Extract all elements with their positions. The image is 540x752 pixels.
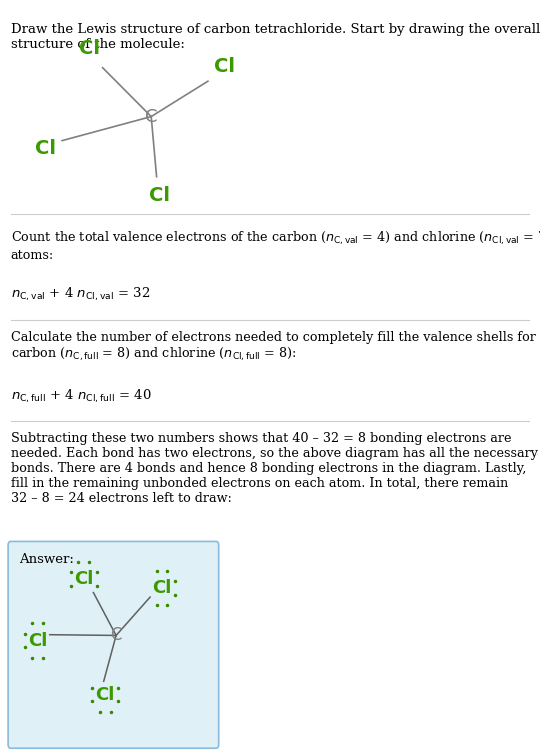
Text: Answer:: Answer: [19,553,74,566]
Text: $n_\mathrm{C,val}$ + 4 $n_\mathrm{Cl,val}$ = 32: $n_\mathrm{C,val}$ + 4 $n_\mathrm{Cl,val… [11,286,150,303]
Text: Cl: Cl [96,686,115,704]
Text: $n_\mathrm{C,full}$ + 4 $n_\mathrm{Cl,full}$ = 40: $n_\mathrm{C,full}$ + 4 $n_\mathrm{Cl,fu… [11,387,152,405]
Text: Count the total valence electrons of the carbon ($n_\mathrm{C,val}$ = 4) and chl: Count the total valence electrons of the… [11,229,540,262]
Text: Cl: Cl [149,186,170,205]
Text: Subtracting these two numbers shows that 40 – 32 = 8 bonding electrons are
neede: Subtracting these two numbers shows that… [11,432,538,505]
FancyBboxPatch shape [8,541,219,748]
Text: Calculate the number of electrons needed to completely fill the valence shells f: Calculate the number of electrons needed… [11,331,536,363]
Text: Cl: Cl [152,579,172,597]
Text: Draw the Lewis structure of carbon tetrachloride. Start by drawing the overall
s: Draw the Lewis structure of carbon tetra… [11,23,540,50]
Text: Cl: Cl [28,632,48,650]
Text: Cl: Cl [79,39,99,59]
Text: Cl: Cl [214,56,234,76]
Text: Cl: Cl [36,138,56,158]
Text: C: C [145,108,158,126]
Text: C: C [110,626,122,644]
Text: Cl: Cl [74,570,93,588]
